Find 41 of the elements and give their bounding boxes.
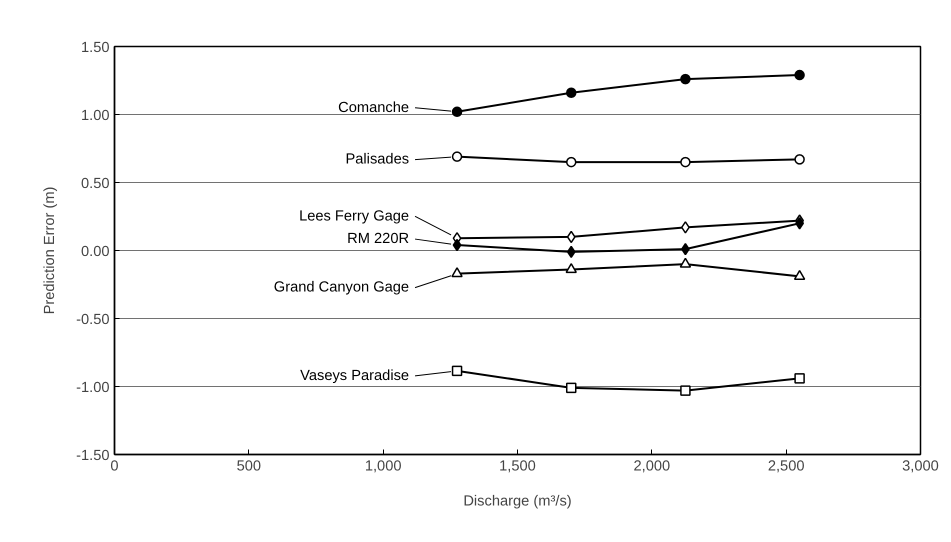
y-tick-label: -1.00 (76, 380, 110, 396)
point (566, 156, 576, 168)
point (566, 88, 576, 98)
point (452, 151, 462, 162)
y-tick-label: -0.50 (76, 312, 110, 328)
point (680, 156, 691, 168)
point (680, 258, 692, 268)
x-tick-label: 1,000 (364, 458, 402, 474)
y-tick-label: 1.00 (80, 108, 110, 124)
legend-label: RM 220R (347, 231, 410, 248)
y-tick-label: 0.00 (80, 244, 110, 260)
legend-label: Comanche (338, 100, 410, 116)
point (794, 270, 806, 280)
y-tick-label: -1.50 (76, 448, 110, 464)
point (566, 246, 576, 258)
legend-label: Vaseys Paradise (300, 368, 410, 384)
point (565, 263, 577, 274)
y-tick-label: 1.50 (80, 40, 110, 56)
point (452, 366, 462, 376)
x-tick-label: 3,000 (902, 458, 939, 474)
point (680, 385, 691, 396)
legend-label: Grand Canyon Gage (274, 280, 410, 296)
point (452, 106, 462, 118)
y-tick-label: 0.50 (80, 176, 110, 192)
x-tick-label: 0 (110, 458, 119, 474)
point (794, 70, 805, 80)
point (795, 217, 804, 230)
x-tick-label: 1,500 (499, 458, 536, 474)
x-tick-label: 500 (236, 458, 262, 474)
y-axis-title: Prediction Error (m) (42, 186, 58, 314)
point (566, 230, 576, 244)
point (794, 154, 805, 165)
point (451, 267, 463, 278)
point (566, 382, 576, 394)
x-tick-label: 2,000 (633, 458, 670, 474)
point (680, 74, 691, 84)
x-tick-label: 2,500 (768, 458, 805, 474)
x-axis-title: Discharge (m³/s) (463, 494, 572, 510)
legend-label: Lees Ferry Gage (299, 208, 410, 224)
point (794, 373, 805, 384)
legend-label: Palisades (346, 152, 410, 168)
